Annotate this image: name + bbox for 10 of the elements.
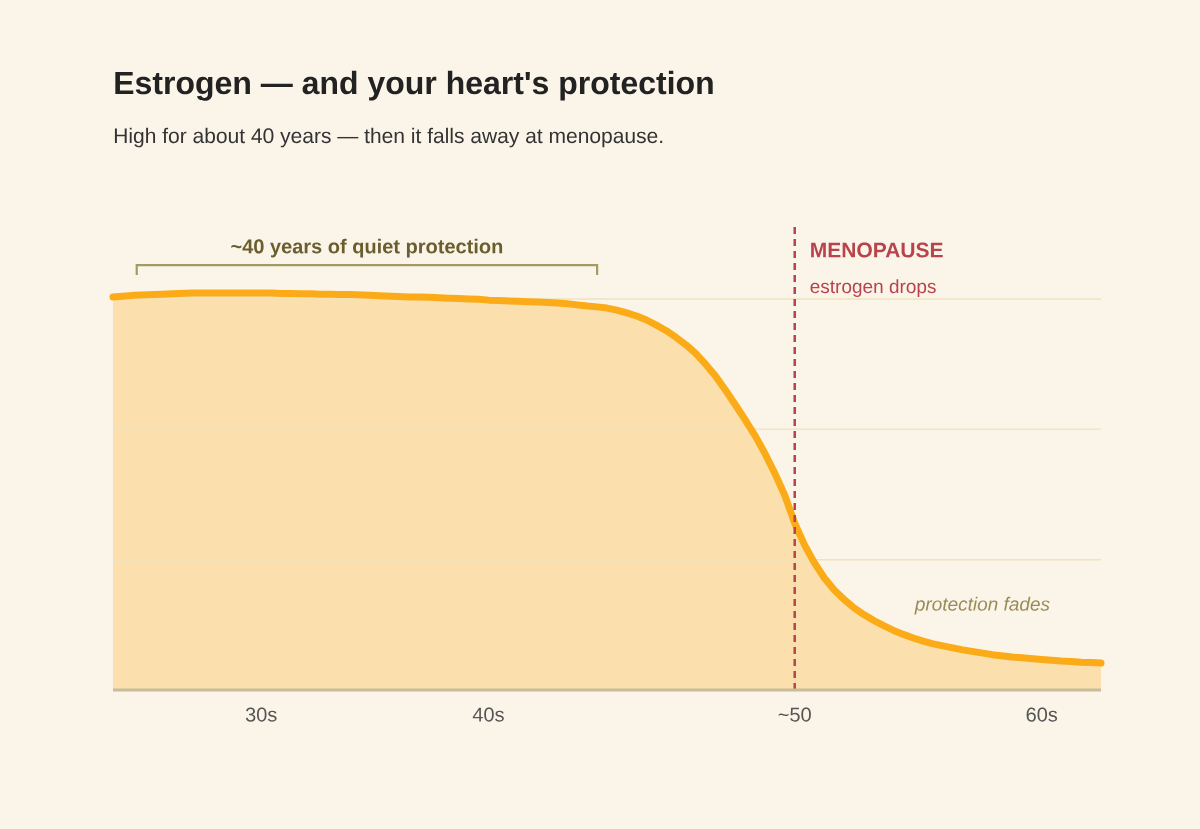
x-tick-label: 60s [1026,707,1058,722]
chart-subtitle: High for about 40 years — then it falls away at menopause. [114,127,663,148]
annotation: estrogen drops [810,279,936,297]
x-tick-label: 40s [472,707,504,722]
text: ~40 years of quiet protection [231,238,503,258]
chart-title: Estrogen — and your heart's protection [115,70,713,101]
annotation: protection fades [914,596,1050,615]
ref-line-label: MENOPAUSE [811,242,943,258]
x-tick-label: ~50 [778,707,811,722]
x-tick-label: 30s [245,707,277,722]
